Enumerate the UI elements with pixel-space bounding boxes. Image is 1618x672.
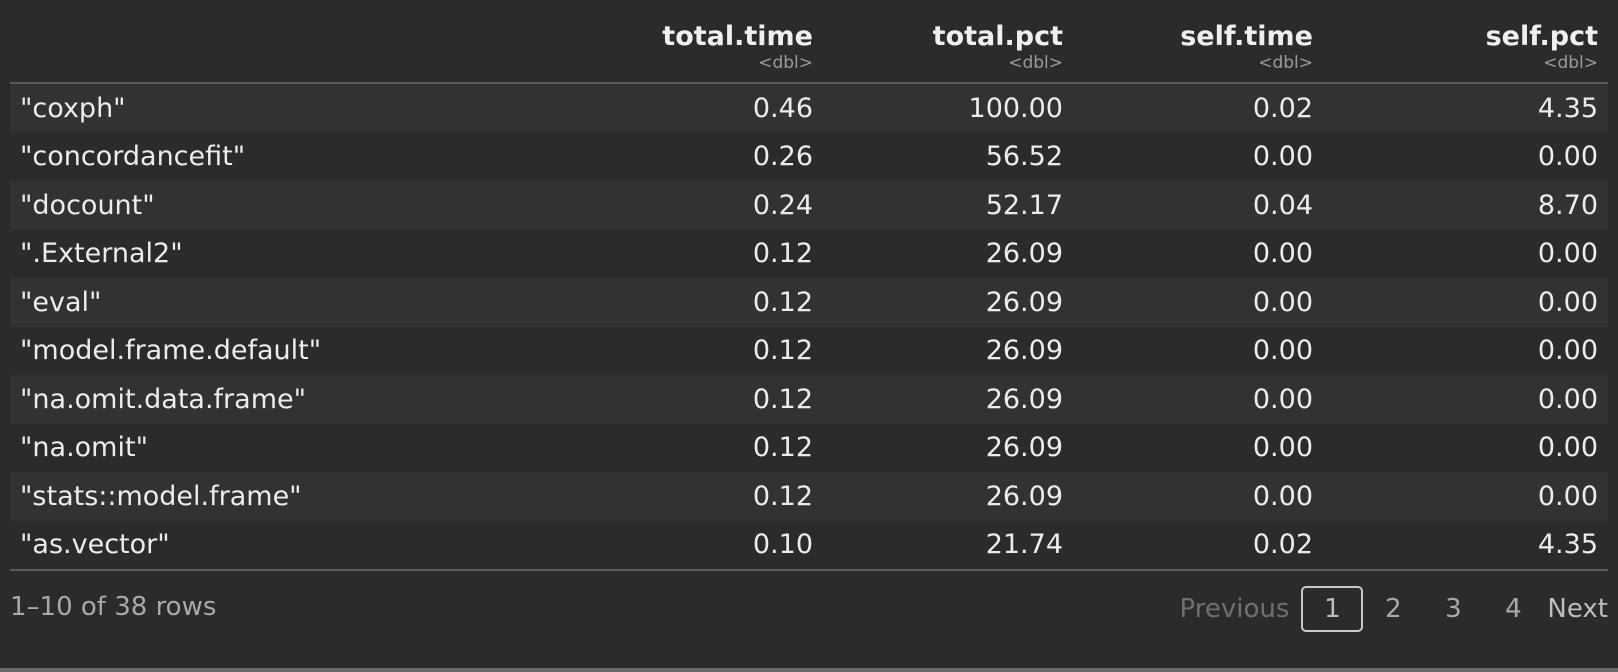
table-cell-self-pct: 0.00 [1537, 335, 1598, 367]
page-button-3[interactable]: 3 [1445, 594, 1462, 624]
bottom-divider [0, 668, 1618, 672]
table-row: "concordancefit" 0.26 56.52 0.00 0.00 [10, 132, 1608, 181]
table-row: "docount" 0.24 52.17 0.04 8.70 [10, 181, 1608, 230]
table-cell-total-time: 0.12 [752, 432, 813, 464]
table-row: "coxph" 0.46 100.00 0.02 4.35 [10, 83, 1608, 133]
table-cell-self-time: 0.04 [1252, 189, 1313, 221]
table-cell-self-time: 0.00 [1252, 480, 1313, 512]
column-header-rowname [10, 0, 562, 84]
table-cell-name: "na.omit" [20, 432, 148, 464]
table-container: total.time <dbl> total.pct <dbl> self.ti… [10, 0, 1608, 571]
table-cell-self-pct: 0.00 [1537, 432, 1598, 464]
table-cell-self-time: 0.00 [1252, 141, 1313, 173]
table-body: "coxph" 0.46 100.00 0.02 4.35 "concordan… [10, 83, 1608, 571]
previous-page-button[interactable]: Previous [1179, 594, 1290, 624]
next-page-button[interactable]: Next [1547, 594, 1608, 624]
table-cell-self-pct: 0.00 [1537, 480, 1598, 512]
table-cell-total-pct: 26.09 [985, 286, 1063, 318]
column-header-total-pct[interactable]: total.pct <dbl> [823, 0, 1073, 84]
column-header-self-time[interactable]: self.time <dbl> [1073, 0, 1323, 84]
table-row: "na.omit.data.frame" 0.12 26.09 0.00 0.0… [10, 375, 1608, 424]
table-header: total.time <dbl> total.pct <dbl> self.ti… [10, 0, 1608, 84]
table-cell-self-time: 0.00 [1252, 383, 1313, 415]
page-button-2[interactable]: 2 [1385, 594, 1402, 624]
table-cell-total-time: 0.12 [752, 335, 813, 367]
table-cell-total-pct: 26.09 [985, 238, 1063, 270]
table-cell-self-pct: 0.00 [1537, 286, 1598, 318]
table-cell-total-time: 0.12 [752, 286, 813, 318]
table-cell-total-pct: 56.52 [985, 141, 1063, 173]
table-cell-total-time: 0.26 [752, 141, 813, 173]
table-cell-total-time: 0.24 [752, 189, 813, 221]
table-cell-name: "concordancefit" [20, 141, 246, 173]
column-header-total-time[interactable]: total.time <dbl> [562, 0, 823, 84]
header-row: total.time <dbl> total.pct <dbl> self.ti… [10, 0, 1608, 84]
table-cell-name: ".External2" [20, 238, 183, 270]
table-cell-self-time: 0.00 [1252, 335, 1313, 367]
table-cell-total-pct: 100.00 [968, 92, 1063, 124]
table-cell-self-time: 0.00 [1252, 432, 1313, 464]
table-cell-name: "docount" [20, 189, 155, 221]
table-row: "model.frame.default" 0.12 26.09 0.00 0.… [10, 326, 1608, 375]
column-header-self-pct[interactable]: self.pct <dbl> [1323, 0, 1608, 84]
table-cell-total-time: 0.12 [752, 238, 813, 270]
table-cell-total-pct: 52.17 [985, 189, 1063, 221]
column-name: total.time [662, 21, 813, 52]
table-cell-self-pct: 8.70 [1537, 189, 1598, 221]
table-cell-total-time: 0.10 [562, 520, 823, 571]
data-table: total.time <dbl> total.pct <dbl> self.ti… [10, 0, 1608, 571]
table-cell-self-time: 0.00 [1252, 286, 1313, 318]
row-count-info: 1–10 of 38 rows [10, 592, 217, 622]
table-cell-total-pct: 26.09 [985, 432, 1063, 464]
table-row: "eval" 0.12 26.09 0.00 0.00 [10, 278, 1608, 327]
table-cell-name: "na.omit.data.frame" [20, 383, 307, 415]
table-row: "as.vector" 0.10 21.74 0.02 4.35 [10, 520, 1608, 571]
table-cell-self-time: 0.02 [1073, 520, 1323, 571]
table-cell-self-pct: 0.00 [1537, 238, 1598, 270]
table-row: "stats::model.frame" 0.12 26.09 0.00 0.0… [10, 472, 1608, 521]
column-type: <dbl> [1543, 53, 1598, 73]
table-cell-total-pct: 26.09 [985, 383, 1063, 415]
table-cell-self-time: 0.00 [1252, 238, 1313, 270]
column-name: self.pct [1485, 21, 1598, 52]
table-row: ".External2" 0.12 26.09 0.00 0.00 [10, 229, 1608, 278]
table-cell-self-pct: 4.35 [1537, 92, 1598, 124]
table-cell-self-pct: 0.00 [1537, 141, 1598, 173]
page-button-4[interactable]: 4 [1505, 594, 1522, 624]
column-type: <dbl> [1258, 53, 1313, 73]
table-cell-self-pct: 0.00 [1537, 383, 1598, 415]
column-type [10, 74, 552, 82]
column-type: <dbl> [758, 53, 813, 73]
table-cell-name: "model.frame.default" [20, 335, 322, 367]
table-cell-total-time: 0.46 [752, 92, 813, 124]
table-cell-total-time: 0.12 [752, 480, 813, 512]
column-name: total.pct [932, 21, 1063, 52]
table-cell-total-pct: 26.09 [985, 480, 1063, 512]
table-cell-name: "eval" [20, 286, 102, 318]
table-cell-name: "coxph" [20, 92, 126, 124]
table-cell-name: "as.vector" [10, 520, 562, 571]
table-cell-name: "stats::model.frame" [20, 480, 302, 512]
column-type: <dbl> [1008, 53, 1063, 73]
table-row: "na.omit" 0.12 26.09 0.00 0.00 [10, 423, 1608, 472]
table-cell-total-pct: 26.09 [985, 335, 1063, 367]
table-cell-self-pct: 4.35 [1323, 520, 1608, 571]
table-cell-total-pct: 21.74 [823, 520, 1073, 571]
page-button-1[interactable]: 1 [1301, 586, 1364, 632]
table-footer: 1–10 of 38 rows Previous 1 2 3 4 Next [10, 586, 1608, 636]
pagination: Previous 1 2 3 4 Next [1180, 586, 1608, 632]
column-name: self.time [1180, 21, 1313, 52]
table-cell-self-time: 0.02 [1252, 92, 1313, 124]
table-cell-total-time: 0.12 [752, 383, 813, 415]
